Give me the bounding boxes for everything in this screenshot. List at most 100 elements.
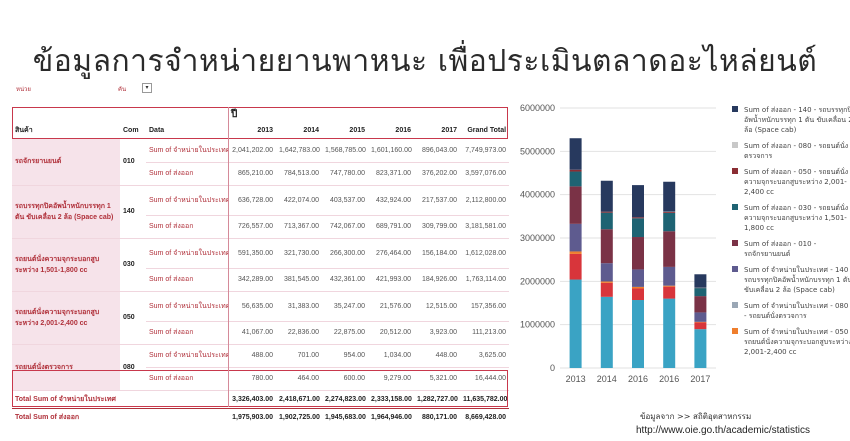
total-value: 880,171.00 [414,407,460,426]
bar-segment [569,251,582,254]
pivot-corner [146,107,228,122]
value-cell: 56,635.00 [228,291,276,322]
value-cell: 157,356.00 [460,291,510,322]
value-cell: 266,300.00 [322,238,368,269]
code-cell: 030 [120,238,146,292]
value-cell: 3,181,581.00 [460,215,510,239]
legend-label: Sum of จำหน่ายในประเทศ - 050 - [744,327,850,336]
bar-segment [663,298,676,368]
product-cell: รถยนต์นั่งความจุกระบอกสูบระหว่าง 1,501-1… [12,238,120,292]
value-cell: 21,576.00 [368,291,414,322]
value-cell: 747,780.00 [322,162,368,186]
value-cell: 448.00 [414,344,460,368]
bar-segment [694,288,707,297]
value-cell: 403,537.00 [322,185,368,216]
legend-label: Sum of ส่งออก - 030 - รถยนต์นั่ง [744,203,848,212]
value-cell: 421,993.00 [368,268,414,292]
value-cell: 217,537.00 [414,185,460,216]
value-cell: 464.00 [276,367,322,391]
bar-segment [569,253,582,280]
bar-segment [632,217,644,219]
bar-segment [569,138,582,170]
value-cell: 422,074.00 [276,185,322,216]
measure-cell: Sum of ส่งออก [146,321,228,345]
x-tick-label: 2014 [597,374,617,384]
legend-swatch [732,142,738,148]
value-cell: 865,210.00 [228,162,276,186]
bar-segment [600,263,613,282]
measure-cell: Sum of ส่งออก [146,367,228,391]
y-tick-label: 1000000 [520,320,555,330]
total-label: Total Sum of ส่งออก [12,407,228,426]
legend-swatch [732,168,738,174]
value-cell: 41,067.00 [228,321,276,345]
bar-segment [663,212,676,213]
bar-segment [569,223,582,252]
value-cell: 896,043.00 [414,139,460,163]
source-url[interactable]: http://www.oie.go.th/academic/statistics [636,425,810,436]
measure-cell: Sum of ส่งออก [146,162,228,186]
legend-label: 2,001-2,400 cc [744,348,797,356]
bar-segment [632,288,644,301]
legend-label: รถยนต์นั่งความจุกระบอกสูบระหว่าง [744,337,850,346]
y-tick-label: 0 [550,363,555,373]
code-cell: 010 [120,139,146,186]
value-cell: 780.00 [228,367,276,391]
bar-segment [663,286,676,299]
value-cell: 784,513.00 [276,162,322,186]
column-header: 2013 [257,127,273,134]
measure-cell: Sum of จำหน่ายในประเทศ [146,238,228,269]
bar-segment [694,322,707,330]
bar-segment [694,312,707,322]
total-value: 1,945,683.00 [322,407,368,426]
value-cell: 276,464.00 [368,238,414,269]
value-cell: 1,568,785.00 [322,139,368,163]
legend-swatch [732,106,738,112]
legend-label: รถบรรทุกปิคอัพน้ำหนักบรรทุก 1 ตัน [744,273,850,284]
legend-label: ขับเคลื่อน 2 ล้อ (Space cab) [744,285,835,294]
y-tick-label: 3000000 [520,233,555,243]
bar-segment [663,181,676,212]
value-cell: 432,361.00 [322,268,368,292]
value-cell: 321,730.00 [276,238,322,269]
legend-label: 1,800 cc [744,224,774,232]
page-title: ข้อมูลการจำหน่ายยานพาหนะ เพื่อประเมินตลา… [32,44,818,79]
pivot-divider [228,107,229,407]
unit-filter-button[interactable]: ▾ [142,83,152,93]
legend-label: อัพน้ำหนักบรรทุก 1 ตัน ขับเคลื่อน 2 [744,113,850,124]
legend-label: Sum of ส่งออก - 050 - รถยนต์นั่ง [744,167,848,176]
source-label: ข้อมูลจาก >> สถิติอุตสาหกรรม [640,412,752,421]
pivot-corner [120,107,146,122]
bar-segment [569,279,582,368]
bar-segment [600,229,613,264]
bar-segment [632,237,644,270]
legend-label: ความจุกระบอกสูบระหว่าง 1,501- [744,214,847,222]
value-cell: 701.00 [276,344,322,368]
measure-cell: Sum of ส่งออก [146,268,228,292]
legend-swatch [732,204,738,210]
stacked-bar-chart: 0 1000000 2000000 3000000 4000000 5000000 6000… [520,103,850,384]
total-value: 1,902,725.00 [276,407,322,426]
bar-segment [632,185,644,218]
value-cell: 111,213.00 [460,321,510,345]
legend-label: Sum of ส่งออก - 140 - รถบรรทุกปิค [744,106,850,114]
column-header: Grand Total [467,127,507,134]
legend-label: ล้อ (Space cab) [744,126,797,134]
value-cell: 823,371.00 [368,162,414,186]
legend-label: - รถยนต์นั่งตรวจการ [744,311,807,320]
x-tick-label: 2016 [659,374,679,384]
measure-cell: Sum of ส่งออก [146,215,228,239]
bar-segment [694,274,707,288]
measure-cell: Sum of จำหน่ายในประเทศ [146,139,228,163]
total-value: 8,669,428.00 [460,407,510,426]
column-header: Com [123,127,139,134]
value-cell: 1,642,783.00 [276,139,322,163]
total-value: 1,282,727.00 [414,389,460,408]
value-cell: 1,763,114.00 [460,268,510,292]
bar-segment [663,266,676,286]
legend-swatch [732,240,738,246]
value-cell: 488.00 [228,344,276,368]
value-cell: 3,625.00 [460,344,510,368]
value-cell: 35,247.00 [322,291,368,322]
total-value: 2,274,823.00 [322,389,368,408]
